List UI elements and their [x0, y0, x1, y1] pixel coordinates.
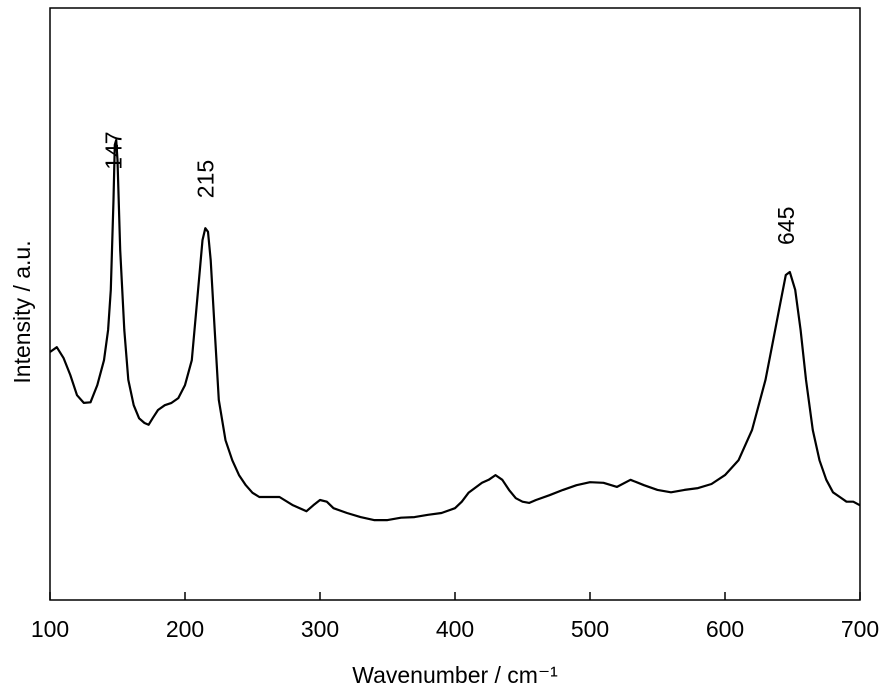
plot-frame	[49, 7, 861, 601]
x-tick-label: 100	[31, 616, 69, 642]
peak-label: 645	[773, 207, 799, 245]
peak-label: 147	[100, 131, 126, 169]
x-tick-label: 500	[571, 616, 609, 642]
y-axis-title: Intensity / a.u.	[9, 240, 35, 383]
x-axis-title: Wavenumber / cm⁻¹	[352, 662, 558, 688]
spectrum-line	[49, 138, 861, 522]
x-tick-label: 600	[706, 616, 744, 642]
x-tick-label: 400	[436, 616, 474, 642]
x-tick-label: 300	[301, 616, 339, 642]
peak-label: 215	[192, 160, 218, 198]
x-tick-label: 200	[166, 616, 204, 642]
x-tick-label: 700	[841, 616, 879, 642]
